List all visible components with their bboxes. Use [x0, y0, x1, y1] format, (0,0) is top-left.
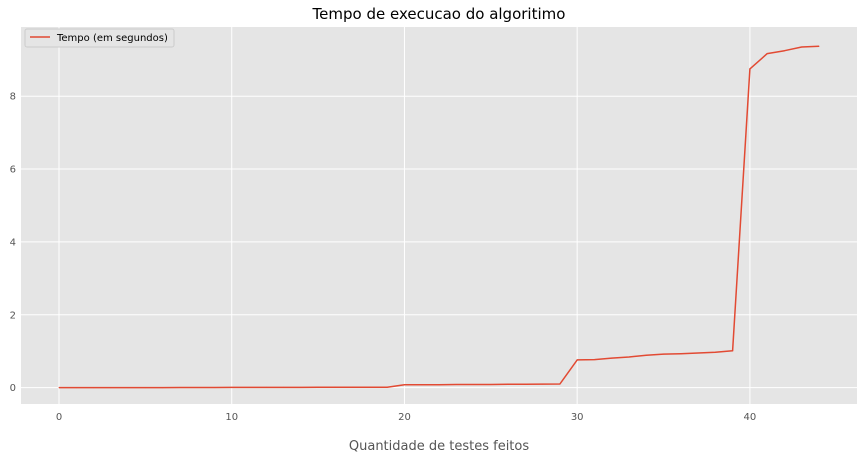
- data-point: [507, 383, 509, 385]
- data-point: [162, 387, 164, 389]
- x-axis-label: Quantidade de testes feitos: [349, 439, 529, 454]
- data-point: [127, 387, 129, 389]
- data-point: [559, 383, 561, 385]
- chart-title: Tempo de execucao do algoritimo: [312, 5, 566, 23]
- data-point: [369, 386, 371, 388]
- data-point: [542, 383, 544, 385]
- data-point: [317, 386, 319, 388]
- data-point: [334, 386, 336, 388]
- data-point: [213, 386, 215, 388]
- x-tick-label: 10: [225, 412, 238, 423]
- data-point: [593, 359, 595, 361]
- x-tick-label: 0: [56, 412, 62, 423]
- data-point: [248, 386, 250, 388]
- data-point: [490, 384, 492, 386]
- data-point: [179, 387, 181, 389]
- data-point: [766, 53, 768, 55]
- data-point: [110, 387, 112, 389]
- y-tick-label: 2: [10, 310, 16, 321]
- data-point: [265, 386, 267, 388]
- x-tick-label: 40: [744, 412, 757, 423]
- data-point: [732, 350, 734, 352]
- data-point: [783, 50, 785, 52]
- data-point: [818, 45, 820, 47]
- data-point: [714, 351, 716, 353]
- data-point: [524, 383, 526, 385]
- data-point: [801, 46, 803, 48]
- data-point: [300, 386, 302, 388]
- data-point: [680, 353, 682, 355]
- data-point: [196, 387, 198, 389]
- data-point: [628, 356, 630, 358]
- legend-label: Tempo (em segundos): [56, 33, 168, 44]
- data-point: [697, 352, 699, 354]
- x-tick-label: 30: [571, 412, 584, 423]
- data-point: [455, 384, 457, 386]
- data-point: [403, 384, 405, 386]
- data-point: [473, 384, 475, 386]
- data-point: [283, 386, 285, 388]
- y-tick-label: 8: [10, 92, 16, 103]
- data-point: [352, 386, 354, 388]
- tick-labels: 0 10 20 30 40 0 2 4 6 8: [10, 92, 757, 423]
- data-point: [93, 387, 95, 389]
- data-point: [386, 386, 388, 388]
- data-point: [576, 359, 578, 361]
- data-point: [144, 387, 146, 389]
- data-point: [58, 387, 60, 389]
- data-point: [663, 353, 665, 355]
- y-tick-label: 0: [10, 383, 16, 394]
- y-tick-label: 4: [10, 237, 16, 248]
- data-point: [749, 68, 751, 70]
- data-point: [75, 387, 77, 389]
- legend-box: [24, 28, 175, 48]
- x-tick-label: 20: [398, 412, 411, 423]
- data-point: [231, 386, 233, 388]
- y-tick-label: 6: [10, 165, 16, 176]
- series-layer: [58, 45, 820, 389]
- plot-area: [21, 27, 857, 404]
- data-point: [611, 357, 613, 359]
- legend: Tempo (em segundos): [24, 28, 175, 48]
- data-point: [421, 384, 423, 386]
- data-point: [645, 354, 647, 356]
- data-point: [438, 384, 440, 386]
